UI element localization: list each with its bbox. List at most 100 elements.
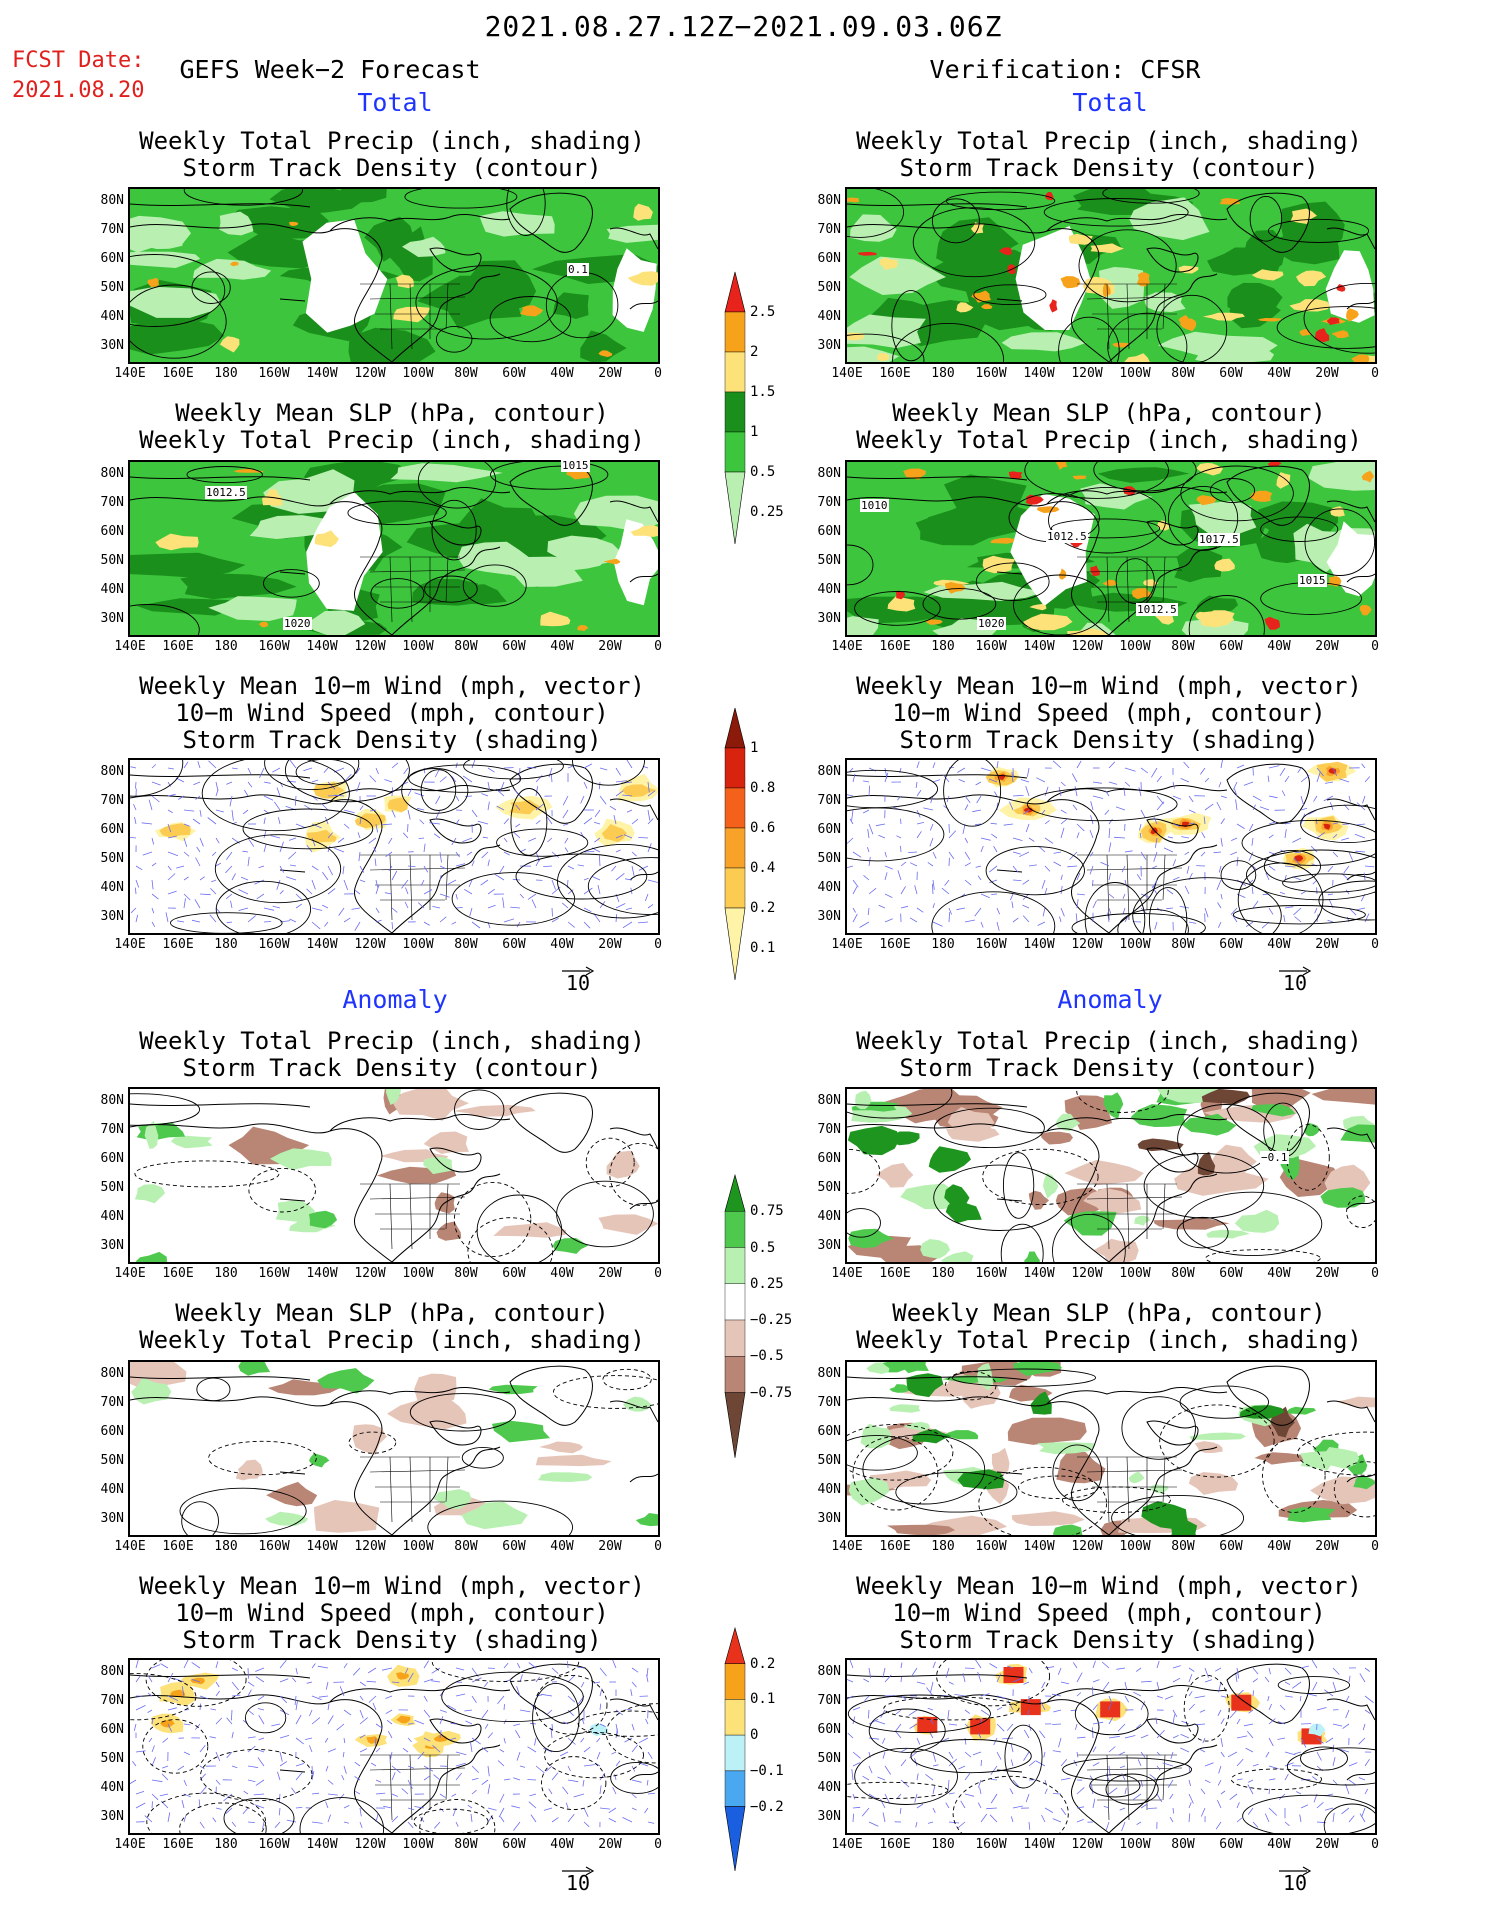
forecast-total-wind-title-line-1: Weekly Mean 10−m Wind (mph, vector) (139, 672, 645, 700)
lon-label: 40W (550, 639, 574, 654)
lon-label: 140E (831, 937, 863, 952)
forecast-anomaly-slp_precip-map (128, 1360, 660, 1537)
lon-label: 0 (654, 937, 662, 952)
lat-label: 30N (817, 1809, 841, 1824)
lon-label: 80W (454, 1837, 478, 1852)
lon-label: 40W (550, 937, 574, 952)
contour-label: 1012.5 (1136, 603, 1178, 616)
lon-label: 40W (1267, 937, 1291, 952)
lat-label: 40N (100, 1209, 124, 1224)
forecast-anomaly-wind-title-line-1: Weekly Mean 10−m Wind (mph, vector) (139, 1572, 645, 1600)
lon-label: 60W (502, 1837, 526, 1852)
lon-label: 40W (550, 366, 574, 381)
precip-total-colorbar-label: 2.5 (750, 304, 776, 320)
reference-vector-label: 10 (565, 971, 591, 995)
lon-label: 100W (402, 366, 434, 381)
lat-label: 50N (817, 553, 841, 568)
lat-label: 80N (100, 764, 124, 779)
precip-total-colorbar-label: 0.5 (750, 464, 776, 480)
lat-label: 60N (817, 251, 841, 266)
lon-label: 180 (931, 1539, 955, 1554)
lat-label: 30N (100, 611, 124, 626)
lat-label: 80N (817, 193, 841, 208)
lon-label: 100W (402, 1539, 434, 1554)
lon-label: 180 (214, 1539, 238, 1554)
lon-label: 180 (214, 937, 238, 952)
lon-label: 60W (502, 639, 526, 654)
lat-label: 30N (817, 909, 841, 924)
track-total-colorbar-label: 0.8 (750, 780, 776, 796)
lon-label: 140W (306, 1837, 338, 1852)
lon-label: 180 (214, 1837, 238, 1852)
lat-label: 70N (817, 1122, 841, 1137)
verification-anomaly-wind-title-line-2: 10−m Wind Speed (mph, contour) (892, 1599, 1326, 1627)
lat-label: 70N (100, 1693, 124, 1708)
track-anomaly-colorbar-label: −0.1 (750, 1762, 784, 1779)
forecast-anomaly-slp_precip-title-line-2: Weekly Total Precip (inch, shading) (139, 1326, 645, 1354)
verification-anomaly-wind-title-line-3: Storm Track Density (shading) (899, 1626, 1319, 1654)
track-total-colorbar-label: 1 (750, 740, 759, 756)
lat-label: 40N (817, 582, 841, 597)
lat-label: 40N (817, 309, 841, 324)
lon-label: 140E (114, 1837, 146, 1852)
forecast-total-precip_track-title-line-2: Storm Track Density (contour) (182, 154, 602, 182)
lon-label: 160E (879, 1539, 911, 1554)
lon-label: 0 (1371, 1266, 1379, 1281)
lon-label: 140W (1023, 937, 1055, 952)
lon-label: 160W (975, 366, 1007, 381)
lat-label: 60N (100, 1722, 124, 1737)
lon-label: 80W (454, 366, 478, 381)
right-column-title: Verification: CFSR (929, 55, 1201, 84)
lon-label: 100W (1119, 639, 1151, 654)
contour-label: 1015 (561, 459, 590, 472)
lon-label: 40W (1267, 639, 1291, 654)
track-anomaly-colorbar-label: −0.2 (750, 1798, 784, 1815)
lon-label: 160W (258, 937, 290, 952)
lat-label: 30N (817, 1511, 841, 1526)
lon-label: 180 (931, 1266, 955, 1281)
lon-label: 180 (214, 366, 238, 381)
lon-label: 140W (1023, 366, 1055, 381)
lon-label: 20W (598, 366, 622, 381)
lon-label: 160W (258, 366, 290, 381)
reference-vector-label: 10 (565, 1871, 591, 1895)
lat-label: 30N (100, 909, 124, 924)
forecast-total-slp_precip-title-line-2: Weekly Total Precip (inch, shading) (139, 426, 645, 454)
lon-label: 120W (1071, 639, 1103, 654)
lat-label: 70N (100, 1122, 124, 1137)
verification-total-slp_precip-title-line-2: Weekly Total Precip (inch, shading) (856, 426, 1362, 454)
lon-label: 120W (1071, 937, 1103, 952)
lon-label: 160E (879, 1837, 911, 1852)
lon-label: 140E (831, 1266, 863, 1281)
precip-anomaly-colorbar-label: −0.5 (750, 1348, 784, 1365)
lon-label: 80W (1171, 937, 1195, 952)
lat-label: 70N (100, 1395, 124, 1410)
forecast-anomaly-precip_track-title-line-2: Storm Track Density (contour) (182, 1054, 602, 1082)
precip-total-colorbar-label: 1 (750, 424, 759, 440)
verification-anomaly-precip_track-title-line-1: Weekly Total Precip (inch, shading) (856, 1027, 1362, 1055)
lat-label: 70N (100, 222, 124, 237)
lon-label: 20W (598, 937, 622, 952)
lat-label: 50N (817, 1453, 841, 1468)
lat-label: 30N (100, 338, 124, 353)
lon-label: 20W (598, 1266, 622, 1281)
lon-label: 20W (598, 639, 622, 654)
lon-label: 120W (1071, 366, 1103, 381)
lat-label: 80N (100, 1366, 124, 1381)
lon-label: 120W (1071, 1539, 1103, 1554)
lon-label: 120W (354, 366, 386, 381)
lon-label: 160E (879, 639, 911, 654)
lon-label: 180 (931, 639, 955, 654)
lat-label: 50N (100, 1180, 124, 1195)
lon-label: 60W (502, 366, 526, 381)
lon-label: 60W (1219, 1266, 1243, 1281)
lon-label: 40W (1267, 1837, 1291, 1852)
lon-label: 160E (162, 1539, 194, 1554)
precip-anomaly-colorbar-label: 0.75 (750, 1203, 784, 1220)
track-anomaly-colorbar (724, 1613, 746, 1897)
lat-label: 40N (817, 1209, 841, 1224)
lat-label: 80N (100, 193, 124, 208)
lon-label: 0 (654, 639, 662, 654)
lon-label: 20W (1315, 1539, 1339, 1554)
lat-label: 80N (817, 1664, 841, 1679)
